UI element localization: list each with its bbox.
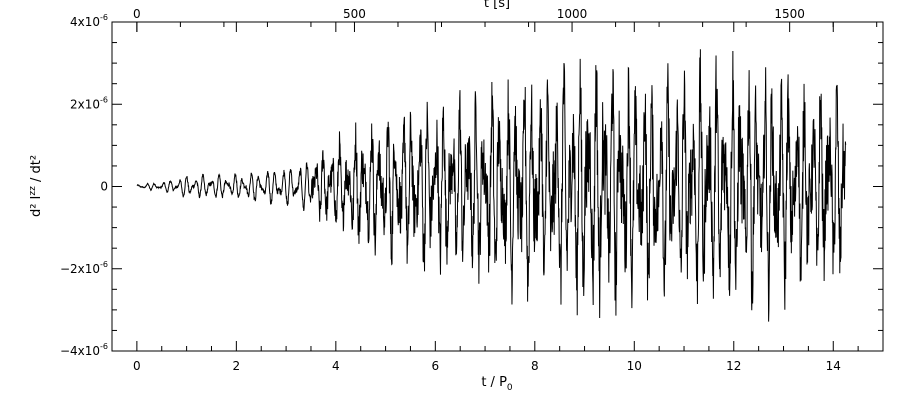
x-top-tick-label: 1500	[774, 7, 805, 21]
tick-labels: 0 2 4 6 8 10 12 14 0 500 1000 1500 4x10-6 2x10-6 0 −2x1…	[60, 7, 841, 373]
y-tick-label: 4x10-6	[70, 13, 108, 29]
x-tick-label: 4	[332, 359, 340, 373]
x-tick-label: 12	[726, 359, 741, 373]
y-tick-label: −2x10-6	[60, 260, 108, 276]
axis-ticks	[111, 21, 884, 352]
series-line	[136, 49, 847, 322]
x-tick-label: 8	[531, 359, 539, 373]
y-axis-label: d² Izz / dt²	[28, 155, 44, 217]
x-top-tick-label: 1000	[557, 7, 588, 21]
x-axis-label-top: t [s]	[484, 0, 510, 11]
x-top-tick-label: 0	[133, 7, 141, 21]
x-tick-label: 2	[233, 359, 241, 373]
x-top-tick-label: 500	[343, 7, 366, 21]
x-axis-label-bottom: t / P0	[481, 375, 513, 393]
y-tick-label: −4x10-6	[60, 342, 108, 358]
y-tick-label: 2x10-6	[70, 95, 108, 111]
x-tick-label: 10	[627, 359, 642, 373]
x-tick-label: 6	[432, 359, 440, 373]
y-tick-label: 0	[100, 180, 108, 194]
x-tick-label: 0	[133, 359, 141, 373]
x-tick-label: 14	[826, 359, 841, 373]
